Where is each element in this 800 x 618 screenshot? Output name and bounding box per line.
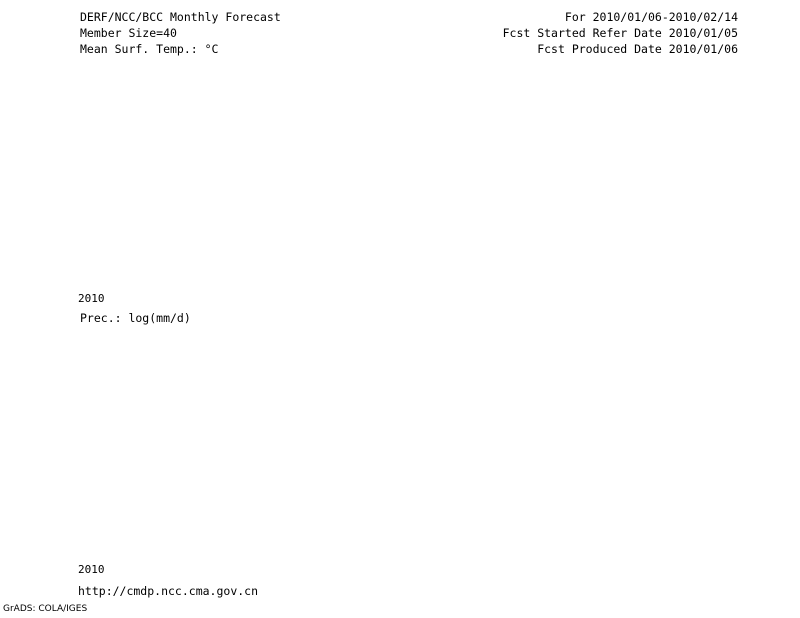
bottom-panel-variable-label: Prec.: log(mm/d) (80, 311, 191, 325)
bcc-logo (646, 573, 682, 609)
cmdp-website-url[interactable]: http://cmdp.ncc.cma.gov.cn (78, 584, 259, 598)
temperature-chart (0, 60, 800, 300)
forecast-title: DERF/NCC/BCC Monthly Forecast (80, 10, 281, 24)
bottom-axis-year-label: 2010 (78, 563, 105, 576)
forecast-started-date-label: Fcst Started Refer Date 2010/01/05 (502, 26, 738, 40)
forecast-range-label: For 2010/01/06-2010/02/14 (564, 10, 738, 24)
precipitation-chart (0, 322, 800, 567)
top-panel-variable-label: Mean Surf. Temp.: °C (80, 42, 219, 56)
top-axis-year-label: 2010 (78, 292, 105, 305)
ncc-logo (690, 572, 730, 610)
member-size-label: Member Size=40 (80, 26, 177, 40)
forecast-produced-date-label: Fcst Produced Date 2010/01/06 (537, 42, 738, 56)
grads-credit-label: GrADS: COLA/IGES (3, 604, 88, 614)
